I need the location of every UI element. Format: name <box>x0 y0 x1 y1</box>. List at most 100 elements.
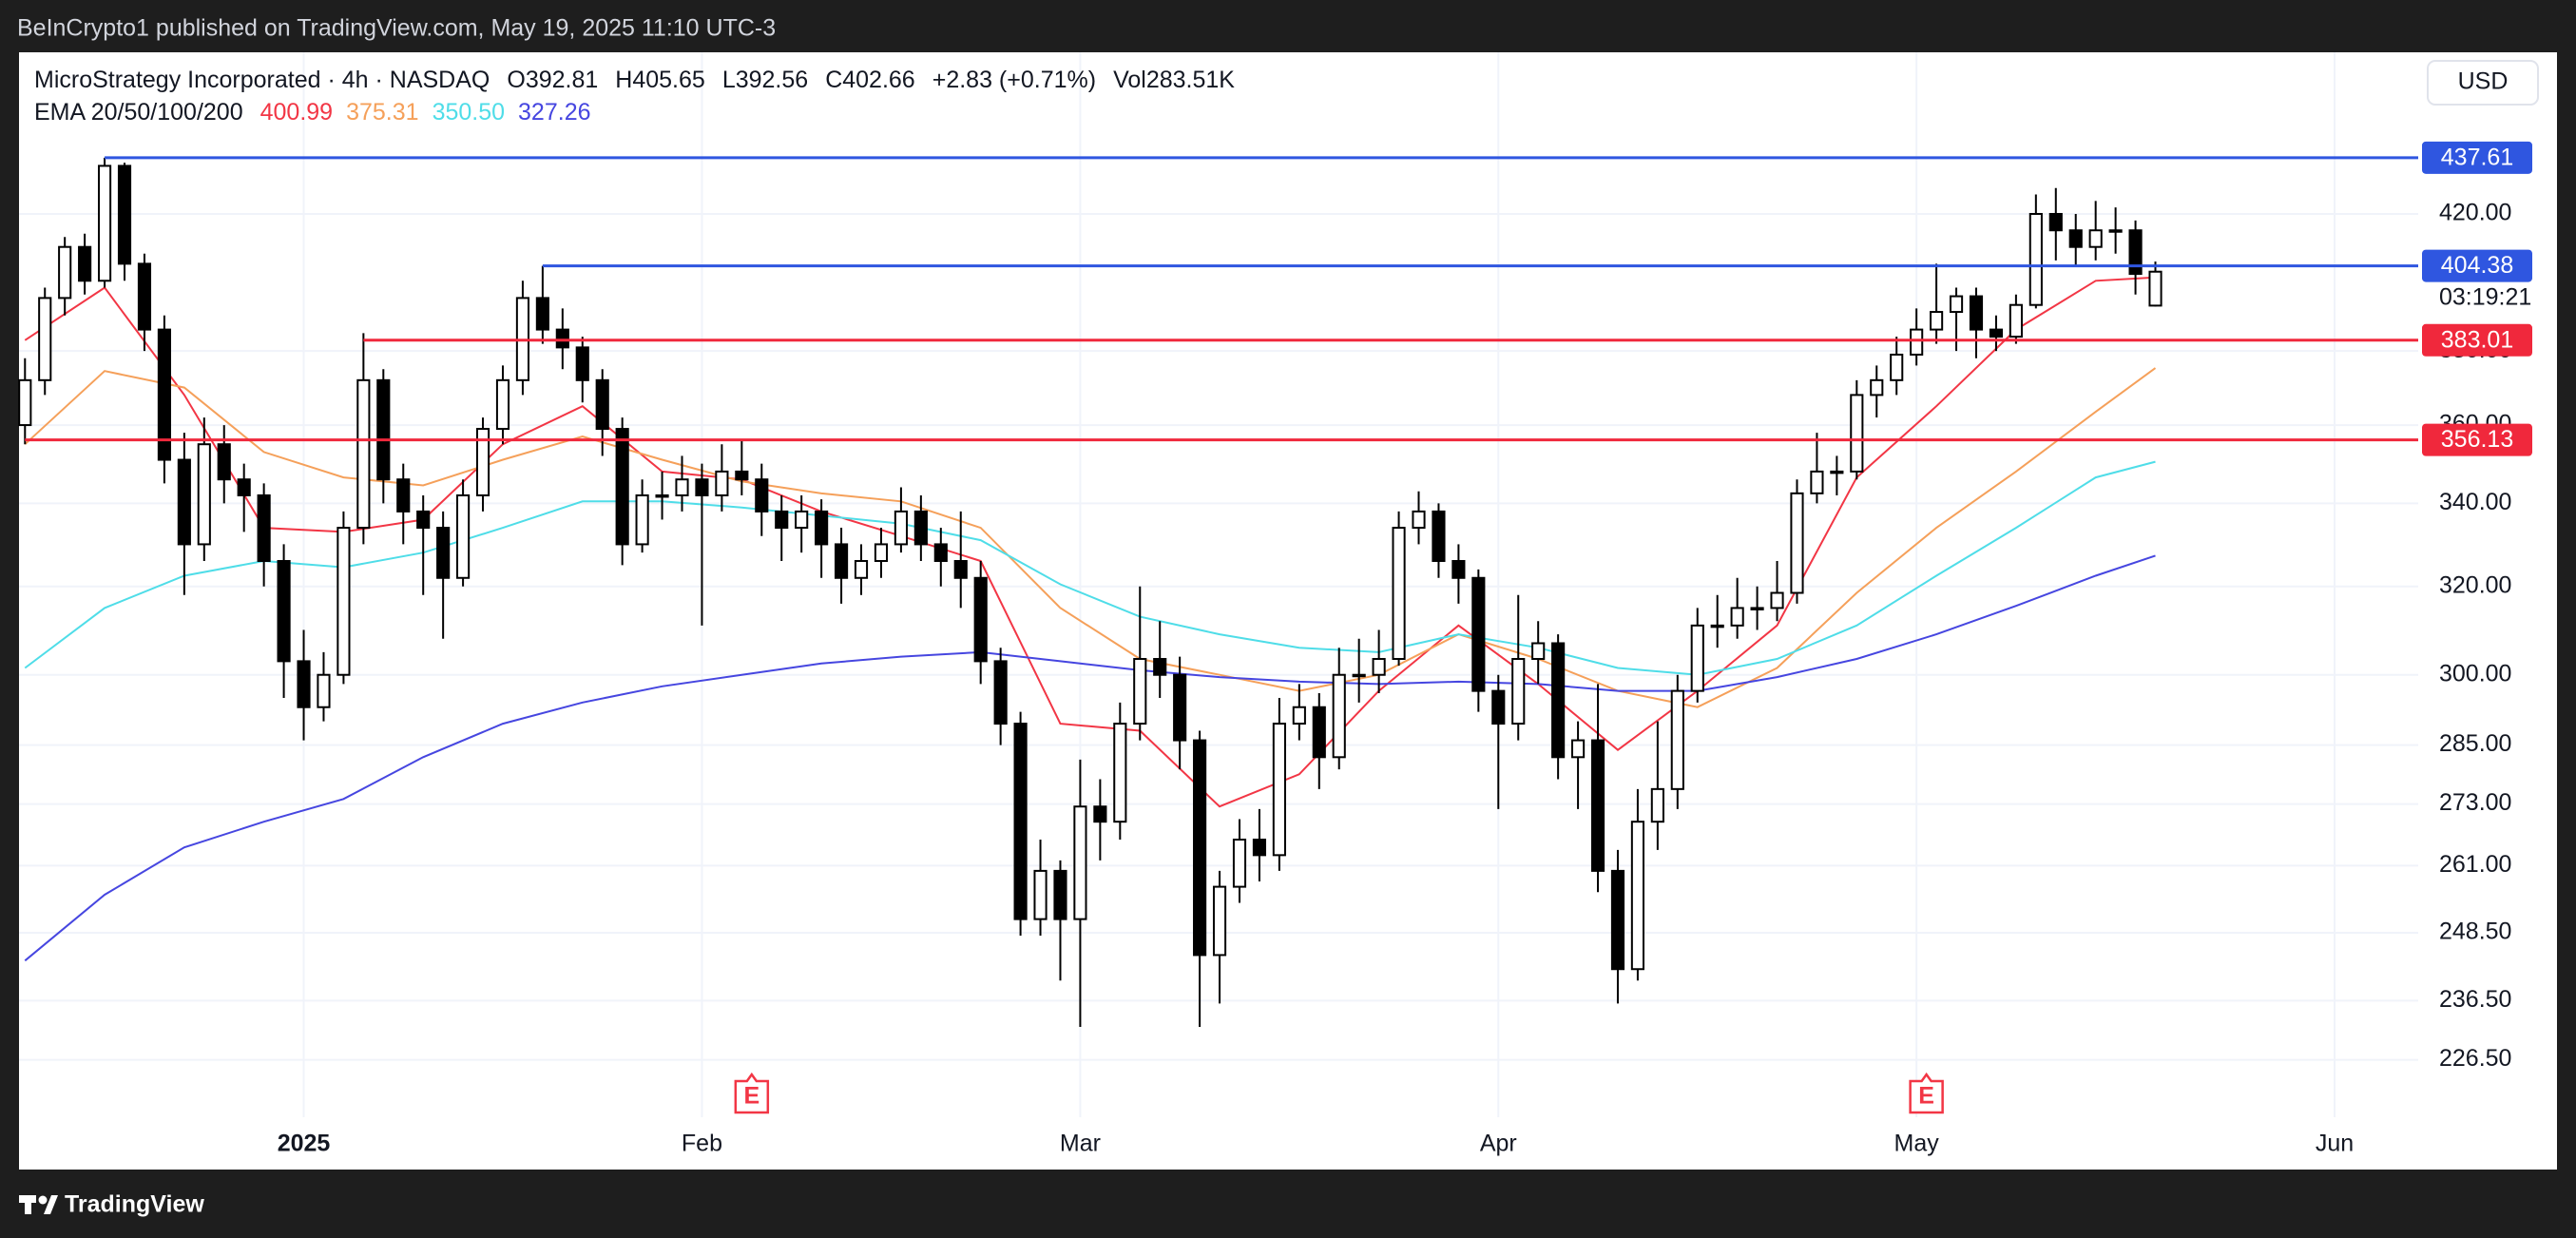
candle-body <box>177 458 191 546</box>
candle-body <box>2068 229 2083 248</box>
candle-body <box>1930 311 1944 331</box>
candle-body <box>715 470 729 496</box>
ema-line <box>24 554 2156 962</box>
candle-body <box>1332 673 1346 759</box>
ohlc-key: H <box>615 67 632 93</box>
candle-body <box>1810 470 1824 494</box>
y-tick-label: 236.50 <box>2439 986 2511 1013</box>
candle-body <box>1033 869 1048 920</box>
candle-body <box>1232 839 1247 888</box>
ohlc-key: O <box>507 67 525 93</box>
candle-body <box>1830 470 1844 474</box>
candle-body <box>475 428 490 496</box>
ema-line <box>24 276 2156 808</box>
candle-body <box>595 378 609 431</box>
y-tick-label: 261.00 <box>2439 851 2511 878</box>
candle-body <box>1412 510 1426 530</box>
candle-body <box>1392 527 1406 661</box>
ohlc-value: 405.65 <box>632 67 704 93</box>
candle-body <box>1352 673 1366 678</box>
candle-body <box>1292 706 1306 725</box>
candle-body <box>97 164 112 282</box>
x-tick-label: Mar <box>1060 1131 1101 1157</box>
ema-value: 327.26 <box>518 99 590 126</box>
candle-body <box>1133 658 1147 725</box>
brand-logo <box>19 1195 58 1214</box>
x-tick-label: Jun <box>2316 1131 2354 1157</box>
currency-label[interactable]: USD <box>2458 68 2509 95</box>
earnings-marker <box>1909 1072 1944 1114</box>
candle-body <box>396 478 411 513</box>
candle-body <box>1113 723 1127 823</box>
candle-body <box>1969 295 1984 331</box>
candle-body <box>1272 723 1286 857</box>
candle-body <box>2088 229 2103 248</box>
candle-body <box>1650 787 1664 823</box>
candle-body <box>117 164 132 265</box>
candle-body <box>257 493 271 562</box>
volume-value: 283.51K <box>1146 67 1235 93</box>
candle-body <box>78 245 92 282</box>
y-tick-label: 340.00 <box>2439 489 2511 515</box>
candle-body <box>1013 723 1028 920</box>
candle-body <box>1590 739 1605 872</box>
candle-body <box>1053 869 1067 920</box>
candle-body <box>635 493 649 546</box>
candle-body <box>795 510 809 530</box>
candle-body <box>237 478 251 496</box>
level-label-bg <box>2422 249 2532 282</box>
candle-body <box>1451 559 1466 579</box>
y-tick-label: 226.50 <box>2439 1045 2511 1072</box>
candle-body <box>615 428 629 546</box>
x-tick-label: Apr <box>1480 1131 1517 1157</box>
candle-body <box>913 510 928 546</box>
earnings-label: E <box>1918 1083 1934 1110</box>
ohlc-key: L <box>722 67 736 93</box>
candle-body <box>655 493 669 498</box>
y-tick-label: 273.00 <box>2439 789 2511 816</box>
candle-body <box>953 559 968 579</box>
candle-body <box>535 297 549 331</box>
y-tick-label: 300.00 <box>2439 660 2511 687</box>
candle-body <box>1870 378 1884 397</box>
candle-body <box>18 378 32 427</box>
x-tick-label: 2025 <box>278 1131 331 1157</box>
candle-body <box>854 559 869 579</box>
earnings-marker <box>734 1072 770 1114</box>
candle-body <box>436 527 451 579</box>
candle-body <box>58 245 72 300</box>
y-tick-label: 420.00 <box>2439 200 2511 226</box>
currency-button[interactable] <box>2427 60 2539 106</box>
level-label-bg <box>2422 141 2532 174</box>
candle-body <box>1610 869 1625 971</box>
candle-body <box>317 673 331 708</box>
candle-body <box>1193 739 1207 957</box>
candle-body <box>1471 576 1486 692</box>
logo-shape <box>25 1195 31 1214</box>
candle-body <box>376 378 391 481</box>
candle-body <box>1153 658 1167 676</box>
ohlc-key: C <box>825 67 842 93</box>
countdown: 03:19:21 <box>2439 283 2531 310</box>
x-tick-label: May <box>1894 1131 1940 1157</box>
level-label: 356.13 <box>2441 426 2513 453</box>
candle-body <box>1312 706 1326 759</box>
candle-body <box>1770 591 1784 609</box>
candle-body <box>575 346 589 381</box>
symbol-title: MicroStrategy Incorporated · 4h · NASDAQ <box>34 67 490 93</box>
candle-body <box>2048 212 2063 232</box>
ema-value: 400.99 <box>260 99 333 126</box>
candle-body <box>973 576 988 663</box>
ohlc-value: 392.56 <box>736 67 808 93</box>
candle-body <box>1630 821 1644 971</box>
candle-body <box>695 478 709 496</box>
ohlc-value: 392.81 <box>526 67 598 93</box>
candle-body <box>456 493 471 579</box>
level-label-bg <box>2422 423 2532 456</box>
candle-body <box>1730 607 1744 627</box>
level-label-bg <box>2422 323 2532 357</box>
level-label: 437.61 <box>2441 144 2513 170</box>
ema-legend: EMA 20/50/100/200 400.99 375.31 350.50 327.2… <box>34 99 591 126</box>
y-tick-label: 320.00 <box>2439 571 2511 598</box>
volume-key: Vol <box>1113 67 1146 93</box>
